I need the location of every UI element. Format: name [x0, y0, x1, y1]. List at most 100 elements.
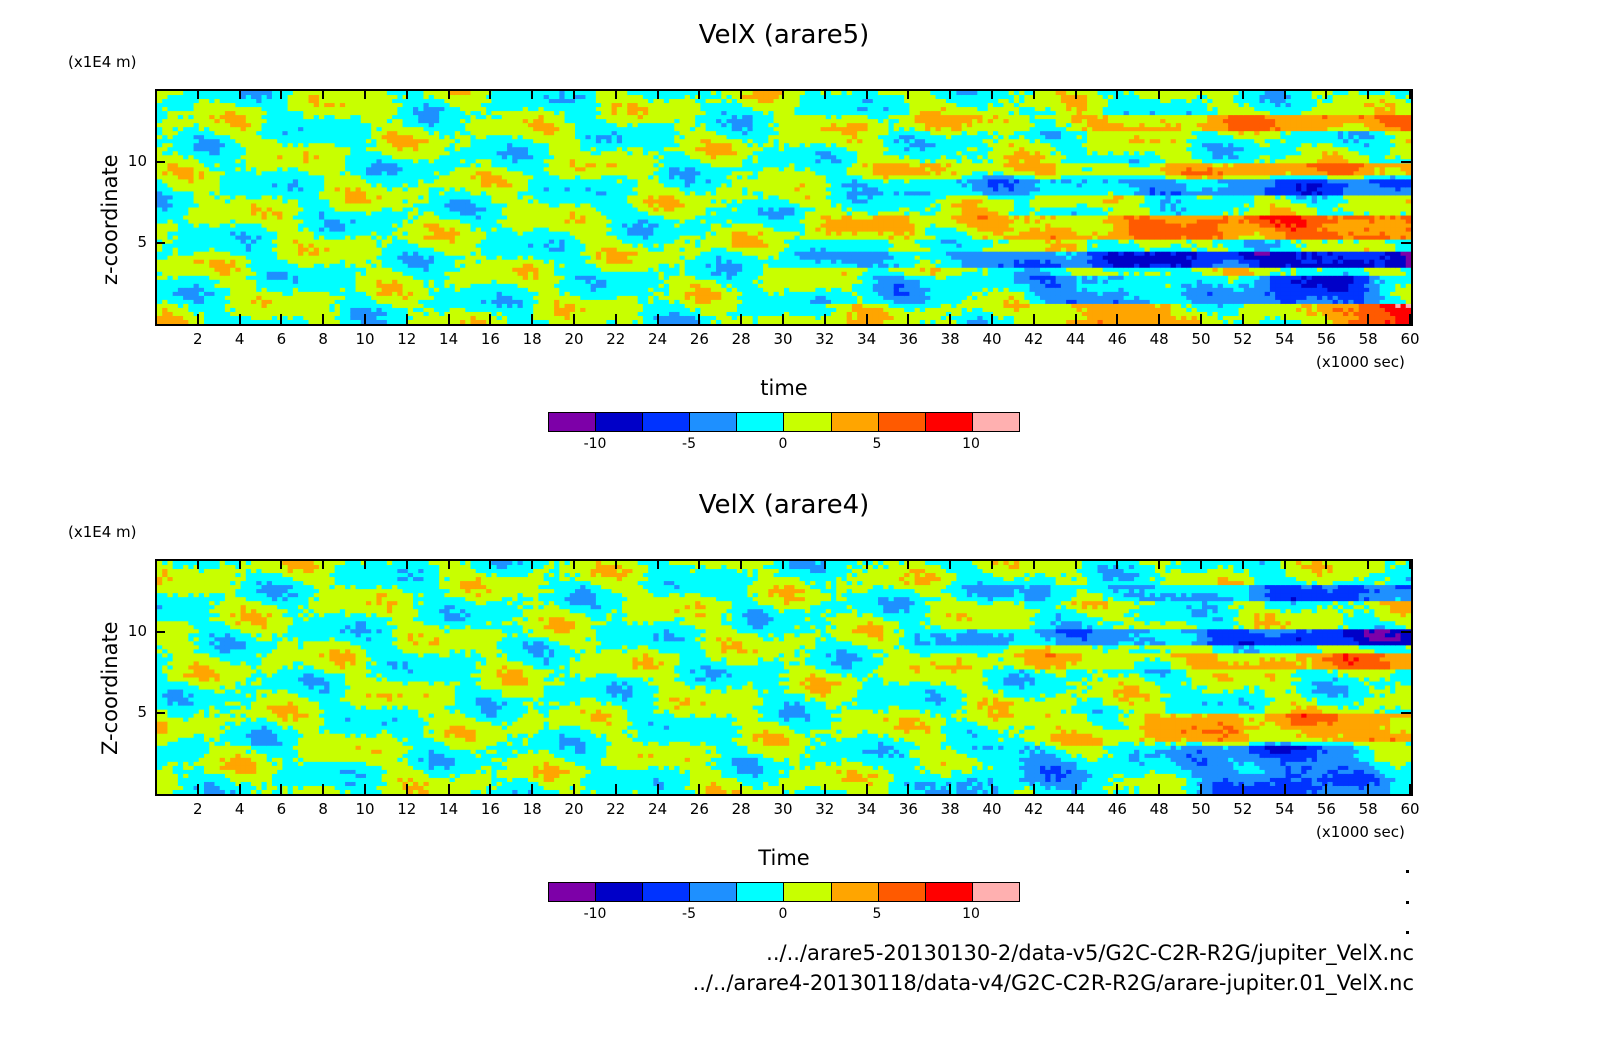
- heatmap-cell: [235, 311, 242, 317]
- heatmap-cell: [454, 147, 461, 152]
- heatmap-cell: [397, 287, 404, 293]
- heatmap-cell: [313, 127, 320, 132]
- heatmap-cell: [298, 295, 304, 301]
- heatmap-cell: [496, 191, 503, 197]
- heatmap-cell: [501, 107, 508, 112]
- heatmap-cell: [308, 115, 315, 120]
- heatmap-cell: [224, 139, 231, 144]
- heatmap-cell: [428, 159, 435, 164]
- heatmap-cell: [559, 275, 566, 281]
- heatmap-cell: [355, 259, 362, 265]
- heatmap-cell: [183, 311, 189, 317]
- heatmap-cell: [256, 115, 263, 120]
- heatmap-cell: [366, 99, 372, 104]
- heatmap-cell: [496, 195, 503, 201]
- heatmap-cell: [329, 135, 336, 140]
- heatmap-cell: [224, 211, 231, 217]
- heatmap-cell: [496, 303, 503, 309]
- heatmap-cell: [193, 287, 200, 293]
- heatmap-cell: [292, 311, 299, 317]
- heatmap-cell: [287, 215, 294, 221]
- heatmap-cell: [460, 95, 466, 100]
- heatmap-cell: [475, 131, 482, 136]
- heatmap-cell: [413, 307, 419, 313]
- heatmap-cell: [486, 147, 492, 152]
- heatmap-cell: [601, 135, 607, 140]
- heatmap-cell: [271, 207, 278, 213]
- heatmap-cell: [308, 179, 315, 184]
- heatmap-cell: [329, 143, 336, 148]
- heatmap-cell: [428, 279, 435, 285]
- heatmap-cell: [433, 119, 440, 124]
- heatmap-cell: [261, 151, 268, 156]
- heatmap-cell: [538, 143, 545, 148]
- heatmap-cell: [407, 99, 414, 104]
- heatmap-cell: [193, 179, 200, 184]
- heatmap-cell: [177, 227, 184, 233]
- heatmap-cell: [235, 199, 242, 205]
- heatmap-cell: [548, 123, 555, 128]
- heatmap-cell: [235, 159, 242, 164]
- heatmap-cell: [266, 235, 273, 241]
- heatmap-cell: [386, 151, 393, 156]
- heatmap-cell: [324, 259, 331, 265]
- heatmap-cell: [418, 283, 425, 289]
- heatmap-cell: [501, 235, 508, 241]
- heatmap-cell: [261, 239, 268, 245]
- heatmap-cell: [590, 283, 597, 289]
- heatmap-cell: [423, 279, 430, 285]
- heatmap-cell: [219, 191, 226, 197]
- heatmap-cell: [376, 263, 383, 269]
- heatmap-cell: [313, 143, 320, 148]
- heatmap-cell: [256, 131, 263, 136]
- heatmap-cell: [292, 295, 299, 301]
- heatmap-cell: [595, 187, 602, 193]
- heatmap-cell: [439, 163, 445, 168]
- heatmap-cell: [575, 119, 581, 124]
- heatmap-cell: [298, 299, 304, 305]
- heatmap-cell: [355, 187, 362, 193]
- heatmap-cell: [245, 95, 252, 100]
- heatmap-cell: [230, 159, 236, 164]
- heatmap-cell: [439, 183, 445, 189]
- heatmap-cell: [548, 283, 555, 289]
- heatmap-cell: [507, 307, 513, 313]
- heatmap-cell: [538, 191, 545, 197]
- heatmap-cell: [454, 199, 461, 205]
- heatmap-cell: [381, 187, 388, 193]
- heatmap-cell: [564, 139, 571, 144]
- heatmap-cell: [318, 231, 325, 237]
- heatmap-cell: [413, 227, 419, 233]
- heatmap-cell: [371, 111, 378, 116]
- heatmap-cell: [470, 303, 477, 309]
- heatmap-cell: [486, 163, 492, 168]
- heatmap-cell: [580, 207, 587, 213]
- heatmap-cell: [397, 95, 404, 100]
- heatmap-cell: [345, 267, 351, 273]
- heatmap-cell: [214, 223, 221, 229]
- heatmap-cell: [251, 103, 257, 108]
- heatmap-cell: [277, 103, 283, 108]
- heatmap-cell: [277, 123, 283, 128]
- heatmap-cell: [449, 103, 456, 108]
- heatmap-cell: [339, 123, 346, 128]
- heatmap-cell: [564, 107, 571, 112]
- heatmap-cell: [543, 287, 550, 293]
- heatmap-cell: [559, 143, 566, 148]
- heatmap-cell: [402, 291, 409, 297]
- heatmap-cell: [350, 211, 357, 217]
- heatmap-cell: [324, 299, 331, 305]
- heatmap-cell: [449, 299, 456, 305]
- heatmap-cell: [350, 267, 357, 273]
- heatmap-cell: [428, 299, 435, 305]
- heatmap-cell: [198, 203, 205, 209]
- heatmap-cell: [308, 119, 315, 124]
- heatmap-cell: [501, 223, 508, 229]
- heatmap-cell: [533, 107, 540, 112]
- heatmap-cell: [376, 295, 383, 301]
- heatmap-cell: [465, 203, 472, 209]
- heatmap-cell: [157, 303, 163, 309]
- heatmap-cell: [543, 95, 550, 100]
- heatmap-cell: [308, 235, 315, 241]
- heatmap-cell: [449, 115, 456, 120]
